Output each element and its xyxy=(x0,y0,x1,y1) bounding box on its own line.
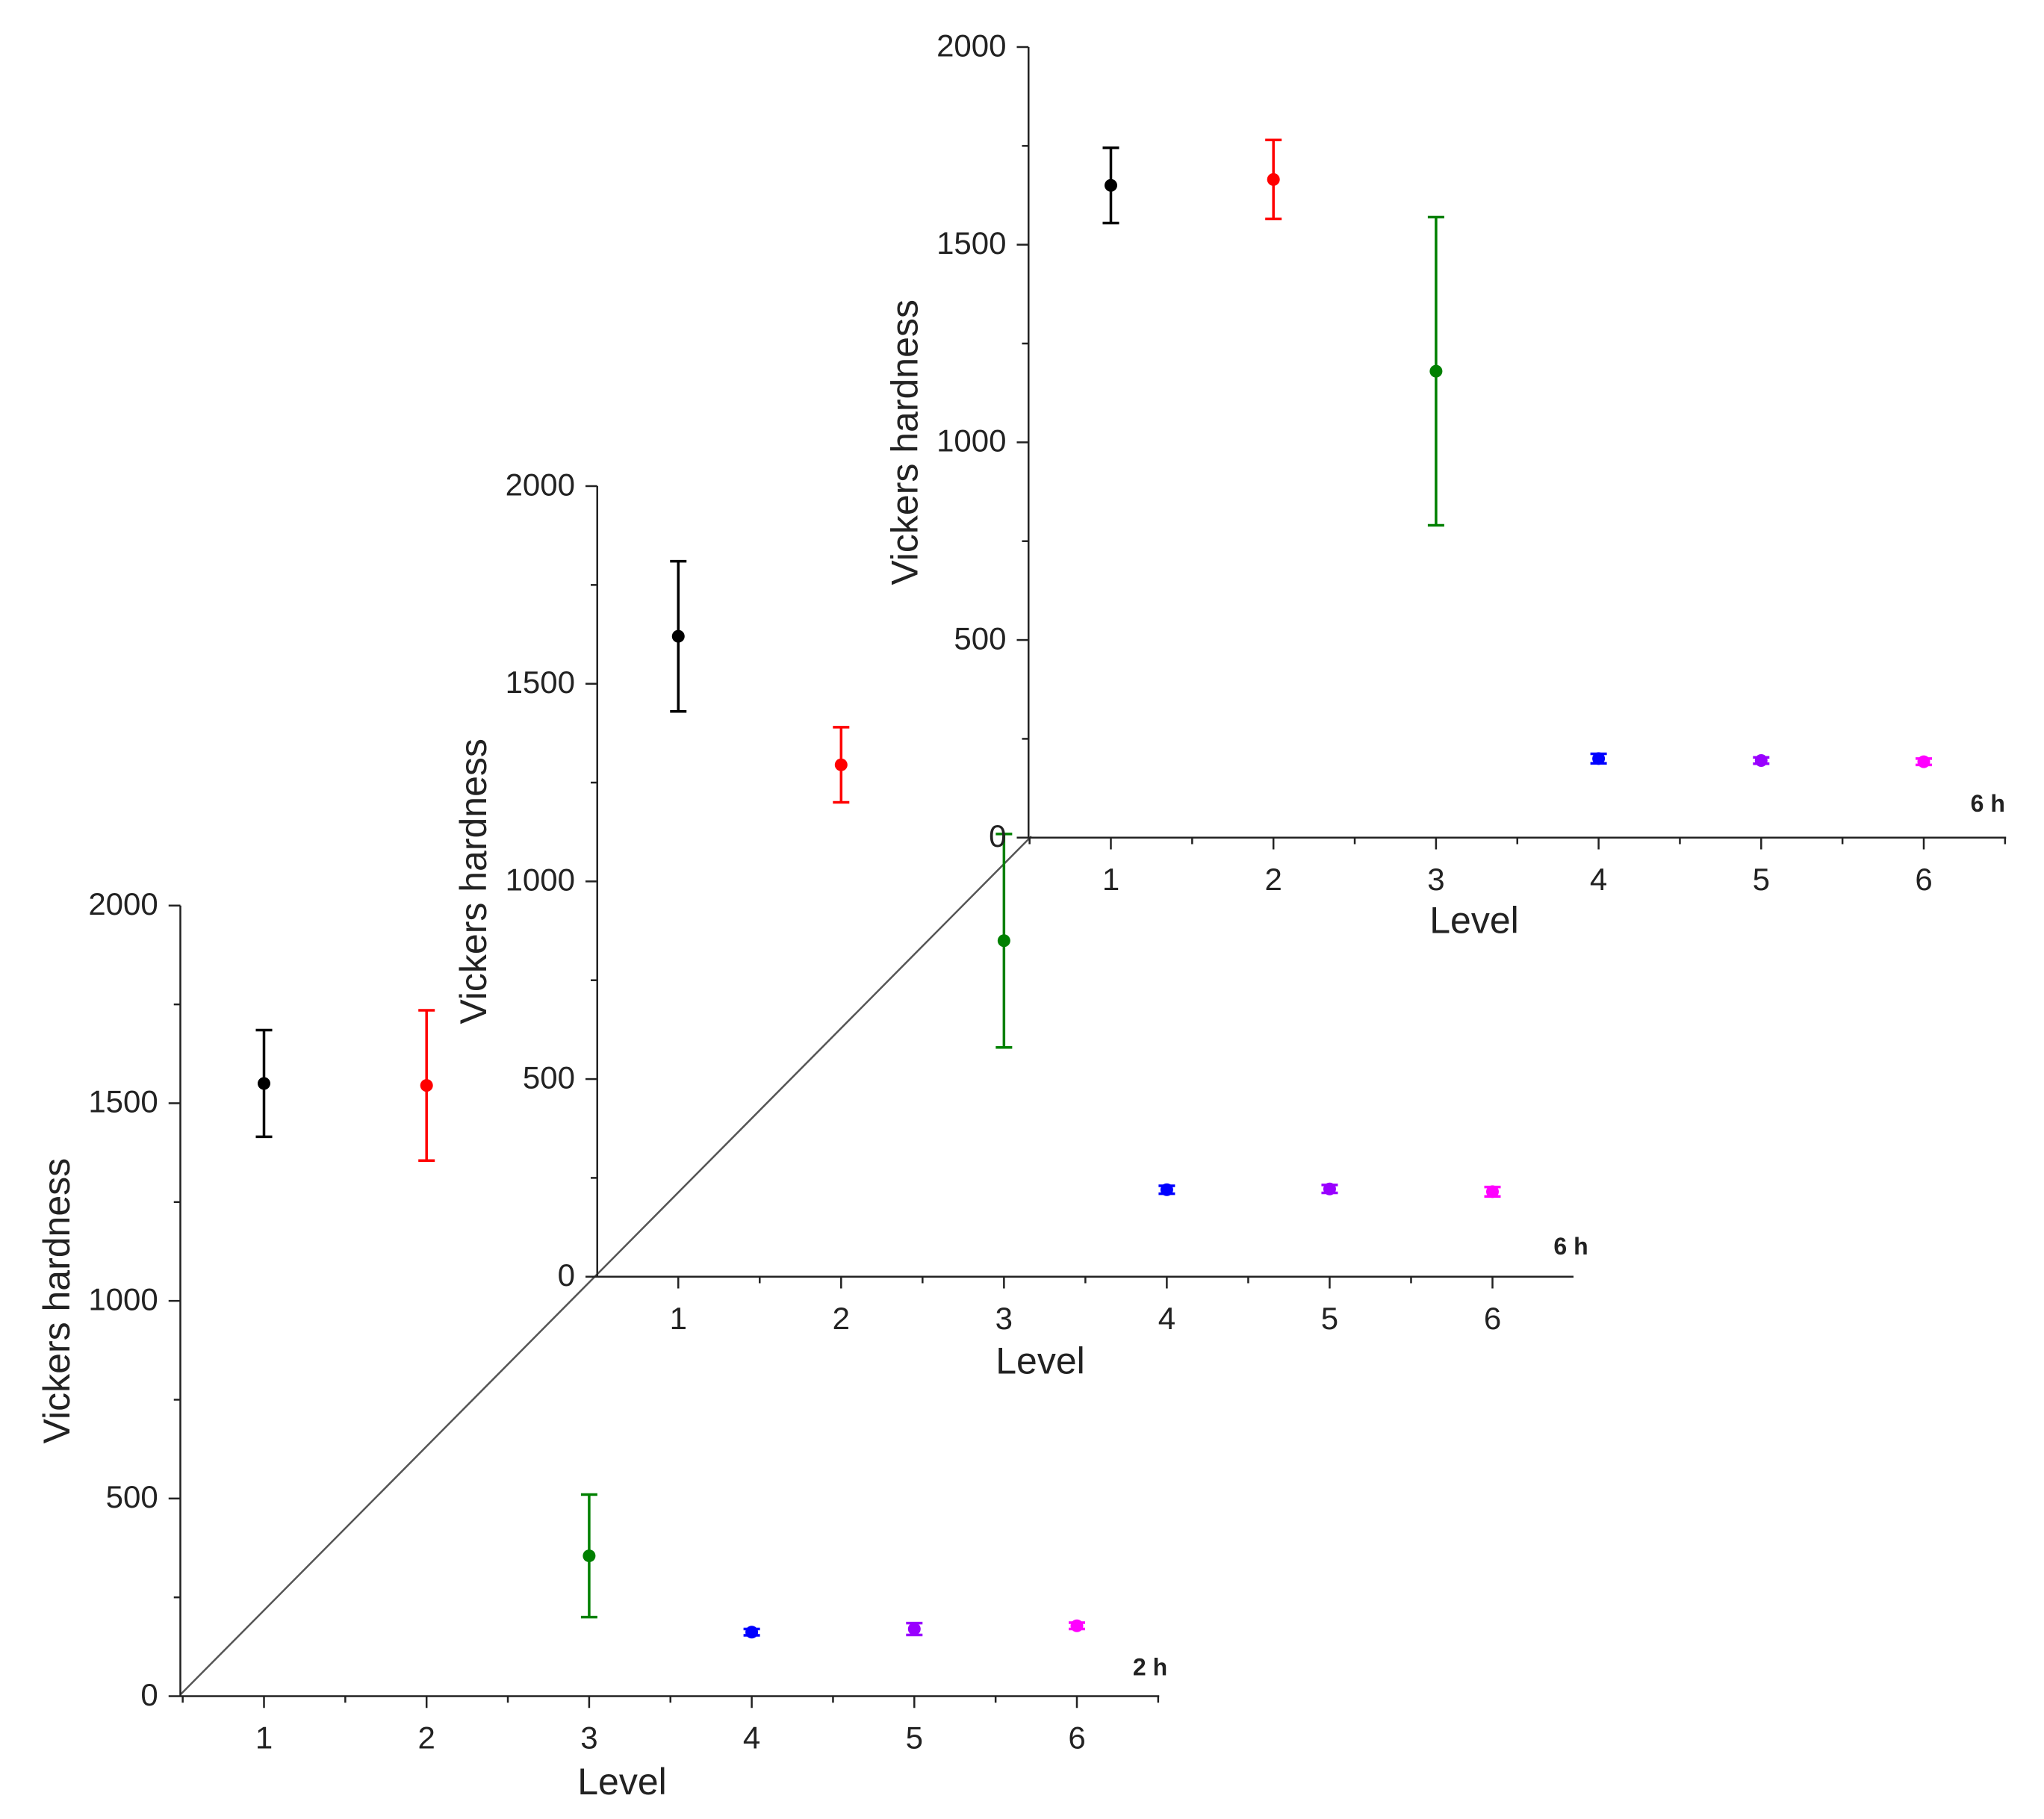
y-tick-label: 500 xyxy=(106,1479,158,1514)
data-marker xyxy=(745,1626,759,1639)
x-tick-label: 3 xyxy=(1427,862,1444,897)
data-point-level-6 xyxy=(1069,1619,1085,1632)
panel-time-label: 6 h xyxy=(1971,790,2005,817)
data-marker xyxy=(583,1549,596,1563)
x-axis-title: Level xyxy=(995,1340,1085,1381)
x-tick-label: 5 xyxy=(1753,862,1770,897)
x-tick-label: 3 xyxy=(995,1301,1013,1336)
x-tick-label: 2 xyxy=(833,1301,850,1336)
depth-connector-line xyxy=(180,836,1032,1695)
data-marker xyxy=(1160,1183,1173,1196)
data-point-level-2 xyxy=(833,726,850,804)
y-tick-label: 1000 xyxy=(506,862,575,898)
x-axis-title: Level xyxy=(1429,900,1519,942)
data-point-level-6 xyxy=(1916,755,1932,768)
data-point-level-3 xyxy=(580,1493,597,1619)
x-tick-label: 6 xyxy=(1484,1301,1501,1336)
data-point-level-4 xyxy=(1158,1183,1175,1196)
x-tick-label: 6 xyxy=(1915,862,1932,897)
y-tick-label: 1500 xyxy=(88,1084,158,1119)
data-marker xyxy=(1267,172,1280,186)
data-point-level-1 xyxy=(670,559,687,713)
data-point-level-1 xyxy=(1102,146,1119,225)
data-marker xyxy=(1592,752,1606,765)
data-marker xyxy=(1105,178,1117,192)
data-point-level-5 xyxy=(906,1621,923,1637)
data-marker xyxy=(1917,755,1930,768)
data-marker xyxy=(671,629,685,643)
x-tick-label: 1 xyxy=(670,1301,687,1336)
data-point-level-5 xyxy=(1321,1182,1338,1195)
data-marker xyxy=(1486,1185,1499,1198)
y-tick-label: 1500 xyxy=(506,665,575,700)
x-tick-label: 6 xyxy=(1068,1720,1085,1756)
data-marker xyxy=(1754,754,1768,768)
data-point-level-1 xyxy=(255,1028,273,1139)
x-tick-label: 4 xyxy=(1590,862,1607,897)
x-tick-label: 4 xyxy=(743,1720,760,1756)
data-marker xyxy=(1429,364,1443,378)
y-tick-label: 2000 xyxy=(936,28,1006,63)
x-tick-label: 3 xyxy=(580,1720,597,1756)
data-marker xyxy=(1070,1619,1084,1632)
panel-time-label: 2 h xyxy=(1133,1654,1167,1681)
y-tick-label: 1000 xyxy=(88,1281,158,1316)
y-axis-title: Vickers hardness xyxy=(884,299,926,585)
x-tick-label: 2 xyxy=(418,1720,435,1756)
y-tick-label: 1500 xyxy=(936,226,1006,261)
y-tick-label: 2000 xyxy=(88,886,158,921)
x-axis-title: Level xyxy=(577,1761,667,1803)
data-marker xyxy=(258,1077,270,1090)
x-tick-label: 4 xyxy=(1158,1301,1175,1336)
data-marker xyxy=(420,1079,433,1092)
x-tick-label: 5 xyxy=(1321,1301,1338,1336)
x-tick-label: 2 xyxy=(1265,862,1282,897)
data-point-level-2 xyxy=(418,1009,435,1162)
y-tick-label: 0 xyxy=(558,1257,575,1293)
data-marker xyxy=(1323,1182,1336,1195)
data-point-level-5 xyxy=(1753,754,1770,768)
x-tick-label: 1 xyxy=(1102,862,1119,897)
data-point-level-3 xyxy=(995,833,1013,1049)
y-tick-label: 500 xyxy=(523,1060,575,1095)
chart-panel-3: 0 500 1000 1500 2000 1 2 3 4 5 6 Level Vickers hardn… xyxy=(884,28,2007,942)
data-point-level-4 xyxy=(1590,752,1607,765)
y-tick-label: 0 xyxy=(140,1677,158,1712)
data-marker xyxy=(834,758,848,771)
y-tick-label: 0 xyxy=(989,818,1006,853)
data-marker xyxy=(907,1623,921,1636)
data-marker xyxy=(997,934,1010,948)
data-point-level-2 xyxy=(1265,138,1282,221)
y-tick-label: 2000 xyxy=(506,467,575,502)
panel-time-label: 6 h xyxy=(1553,1233,1588,1260)
y-tick-label: 1000 xyxy=(936,423,1006,458)
x-tick-label: 5 xyxy=(906,1720,923,1756)
y-axis-title: Vickers hardness xyxy=(453,739,494,1024)
data-point-level-6 xyxy=(1484,1185,1501,1198)
x-tick-label: 1 xyxy=(255,1720,273,1756)
data-point-level-4 xyxy=(743,1626,760,1639)
data-point-level-3 xyxy=(1427,215,1444,527)
y-tick-label: 500 xyxy=(954,621,1006,656)
y-axis-title: Vickers hardness xyxy=(36,1158,78,1444)
